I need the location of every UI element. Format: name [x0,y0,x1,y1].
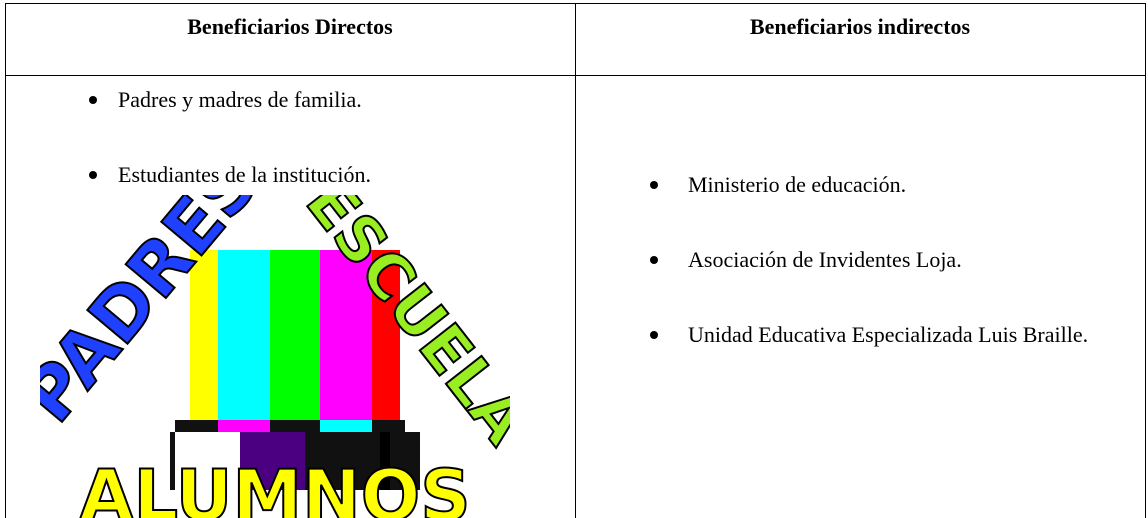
table-border [5,75,1145,76]
table-border [5,3,1145,4]
header-cell: Beneficiarios Directos [187,14,393,39]
illustration: PADRES ESCUELA ALUMNOS [40,195,510,518]
list-item: Padres y madres de familia. [89,65,362,135]
list-item: Asociación de Invidentes Loja. [650,225,1136,295]
table-border [575,3,576,518]
table-border [1145,3,1146,518]
color-bars [170,250,420,490]
list-item: Ministerio de educación. [650,150,1136,220]
table-border [5,3,6,518]
list-item: Unidad Educativa Especializada Luis Brai… [650,300,1136,370]
header-cell: Beneficiarios indirectos [749,14,971,39]
image-word: ALUMNOS [79,455,470,518]
list-item: Estudiantes de la institución. [89,140,371,210]
